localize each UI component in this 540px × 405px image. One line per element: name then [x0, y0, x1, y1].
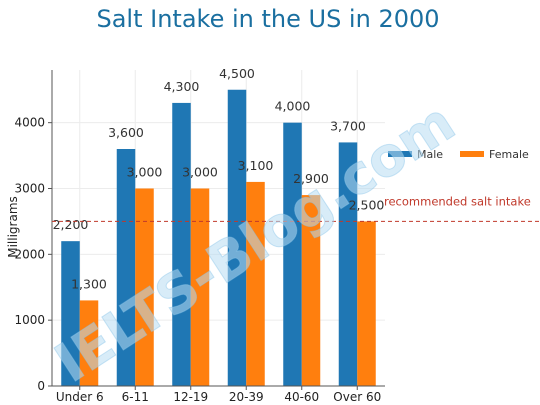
bar-male-0: [61, 241, 80, 386]
data-label: 1,300: [71, 276, 107, 291]
x-tick-label: Under 6: [56, 390, 104, 404]
x-tick-label: 40-60: [284, 390, 319, 404]
legend-label-female: Female: [489, 148, 529, 161]
bar-male-3: [227, 89, 247, 386]
chart-title: Salt Intake in the US in 2000: [96, 5, 439, 33]
y-axis-label: Milligrams: [6, 196, 20, 258]
reference-line-label: recommended salt intake: [384, 194, 531, 208]
data-label: 2,200: [53, 217, 89, 232]
data-label: 2,900: [293, 171, 329, 186]
bar-female-1: [135, 188, 154, 386]
bar-male-2: [172, 102, 191, 387]
data-label: 3,700: [330, 118, 366, 133]
legend: Male Female: [388, 148, 529, 161]
y-tick-label: 2000: [14, 247, 45, 261]
y-tick-label: 1000: [14, 313, 45, 327]
bar-female-2: [190, 188, 210, 386]
legend-swatch-male: [388, 151, 412, 157]
data-label: 3,000: [127, 165, 163, 180]
bars: [61, 89, 376, 387]
x-tick-label: 12-19: [173, 390, 208, 404]
data-label: 2,500: [349, 197, 385, 212]
data-label: 3,100: [238, 158, 274, 173]
bar-male-5: [338, 142, 358, 386]
x-tick-label: 20-39: [229, 390, 264, 404]
x-tick-label: Over 60: [333, 390, 381, 404]
legend-swatch-female: [460, 151, 484, 157]
data-label: 3,000: [182, 165, 218, 180]
x-tick-label: 6-11: [122, 390, 149, 404]
bar-female-5: [357, 221, 376, 386]
legend-label-male: Male: [417, 148, 443, 161]
y-tick-label: 4000: [14, 116, 45, 130]
data-labels: 2,200 3,600 4,300 4,500 4,000 3,700 1,300 3,000…: [53, 66, 385, 292]
bar-female-4: [301, 195, 321, 386]
bar-male-4: [283, 122, 302, 387]
axes: 0 1000 2000 3000 4000 Under 6 6-11 12-19 20-39 40…: [14, 70, 385, 404]
data-label: 4,300: [164, 79, 200, 94]
bar-female-3: [246, 181, 265, 386]
y-tick-label: 3000: [14, 182, 45, 196]
data-label: 4,000: [275, 99, 311, 114]
y-tick-label: 0: [37, 379, 45, 393]
bar-female-0: [79, 300, 99, 386]
bar-male-1: [116, 149, 136, 386]
reference-line-group: recommended salt intake: [52, 194, 540, 222]
data-label: 3,600: [108, 125, 144, 140]
data-label: 4,500: [219, 66, 255, 81]
